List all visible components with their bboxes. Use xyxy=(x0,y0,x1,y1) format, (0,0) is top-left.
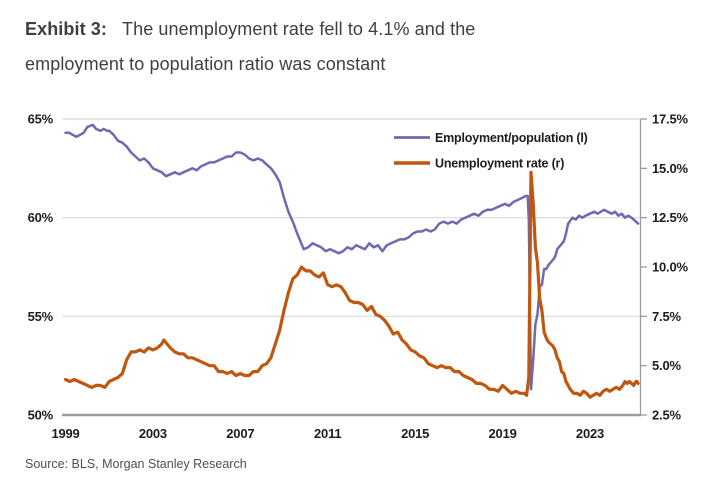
x-tick-label: 2019 xyxy=(489,426,517,441)
exhibit-title-line1: Exhibit 3: The unemployment rate fell to … xyxy=(25,12,585,47)
x-tick-label: 1999 xyxy=(51,426,79,441)
exhibit-title-text-2: employment to population ratio was const… xyxy=(25,54,386,74)
source-note: Source: BLS, Morgan Stanley Research xyxy=(25,457,247,471)
legend-label-unemployment: Unemployment rate (r) xyxy=(435,157,564,171)
series-line-unemployment xyxy=(63,170,640,399)
exhibit-title: Exhibit 3: The unemployment rate fell to … xyxy=(25,12,585,82)
legend-label-employment: Employment/population (l) xyxy=(435,131,588,145)
y-right-tick-label: 15.0% xyxy=(652,161,689,176)
series-line-employment xyxy=(64,123,640,391)
x-tick-label: 2015 xyxy=(401,426,429,441)
y-left-tick-label: 55% xyxy=(28,309,54,324)
x-tick-label: 2003 xyxy=(139,426,167,441)
y-left-tick-label: 65% xyxy=(28,112,54,127)
y-right-tick-label: 2.5% xyxy=(652,408,681,423)
exhibit-number: Exhibit 3: xyxy=(25,19,108,39)
x-tick-label: 2007 xyxy=(226,426,254,441)
x-tick-label: 2011 xyxy=(314,426,341,441)
x-tick-label: 2023 xyxy=(576,426,604,441)
y-left-tick-label: 60% xyxy=(28,210,54,225)
y-right-tick-label: 7.5% xyxy=(652,309,681,324)
y-right-tick-label: 10.0% xyxy=(652,260,689,275)
exhibit-title-text-1: The unemployment rate fell to 4.1% and t… xyxy=(122,19,476,39)
y-left-tick-label: 50% xyxy=(28,408,54,423)
dual-axis-line-chart: 17.5% 15.0% 12.5% 10.0% 7.5% 5.0% 2.5% 65% 60% 55… xyxy=(28,112,689,442)
exhibit-title-line2: employment to population ratio was const… xyxy=(25,47,585,82)
y-right-tick-label: 17.5% xyxy=(652,112,689,127)
y-right-tick-label: 12.5% xyxy=(652,210,689,225)
y-right-tick-label: 5.0% xyxy=(652,358,681,373)
